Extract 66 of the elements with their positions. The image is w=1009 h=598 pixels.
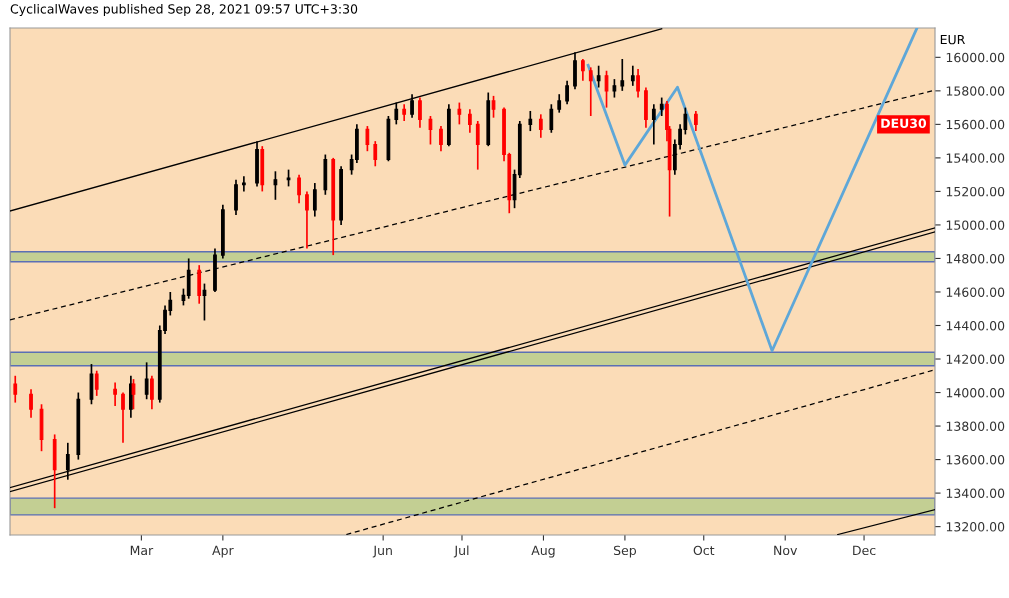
x-tick-label: Mar [130, 545, 154, 556]
y-tick-label: 13600.00 [946, 455, 1005, 465]
candlestick [475, 120, 480, 171]
x-tick-label: Nov [774, 545, 798, 556]
x-tick-label: Oct [693, 545, 715, 556]
candlestick [630, 64, 635, 87]
candlestick [113, 381, 117, 407]
annotation: DEU30 [881, 118, 927, 128]
y-tick-label: 16000.00 [946, 52, 1005, 63]
candlestick [557, 93, 562, 114]
y-tick-label: 13200.00 [946, 522, 1005, 532]
candlestick [612, 78, 617, 99]
candlestick [242, 175, 246, 193]
candlestick [528, 110, 533, 132]
y-tick-label: 14800.00 [946, 253, 1005, 264]
y-tick-label: 13400.00 [946, 488, 1005, 499]
candlestick [394, 101, 399, 126]
y-tick-label: 15400.00 [946, 153, 1005, 163]
candlestick [273, 170, 278, 201]
y-tick-label: 14600.00 [946, 287, 1005, 297]
candlestick [581, 58, 585, 82]
candlestick [365, 125, 370, 153]
candlestick [121, 391, 125, 444]
x-tick-label: Aug [531, 545, 555, 558]
x-tick-label: Apr [212, 545, 234, 558]
candlestick [651, 103, 656, 146]
y-tick-label: 14400.00 [946, 320, 1005, 331]
candlestick [312, 182, 317, 218]
x-tick-label: Sep [613, 545, 637, 558]
candlestick [439, 125, 443, 153]
candlestick [565, 79, 569, 106]
x-tick-label: Dec [853, 545, 876, 556]
candlestick [202, 282, 207, 322]
candlestick [94, 369, 99, 397]
x-tick-label: Jun [372, 545, 392, 558]
y-tick-label: 15800.00 [946, 86, 1005, 96]
candlestick [29, 388, 33, 419]
y-tick-label: 15200.00 [946, 186, 1005, 197]
candlestick [305, 190, 309, 250]
y-tick-label: 13800.00 [946, 421, 1005, 431]
candlestick [418, 96, 422, 129]
y-tick-label: 14000.00 [946, 388, 1005, 398]
candlestick [457, 101, 462, 126]
y-axis-title: EUR [940, 35, 965, 45]
candlestick [410, 93, 414, 119]
candlestick [588, 66, 593, 117]
y-tick-label: 15000.00 [946, 220, 1005, 230]
candlestick [596, 64, 601, 89]
y-tick-label: 15600.00 [946, 119, 1005, 130]
candlestick [373, 140, 378, 168]
candlestick [549, 103, 554, 134]
candlestick [144, 361, 149, 401]
candlestick [620, 58, 625, 92]
candlestick [13, 374, 18, 404]
candlestick [297, 173, 301, 204]
x-tick-label: Jul [453, 545, 469, 558]
text: CyclicalWaves published Sep 28, 2021 09:57 UTC+3:30 [10, 3, 358, 17]
candlestick [693, 110, 698, 132]
candlestick [468, 108, 472, 134]
y-tick-label: 14200.00 [946, 354, 1005, 364]
candlestick [65, 441, 70, 481]
candlestick [659, 96, 664, 117]
candlestick [428, 115, 433, 146]
candlestick [636, 68, 640, 99]
candlestick [150, 374, 154, 411]
candlestick [538, 113, 543, 139]
